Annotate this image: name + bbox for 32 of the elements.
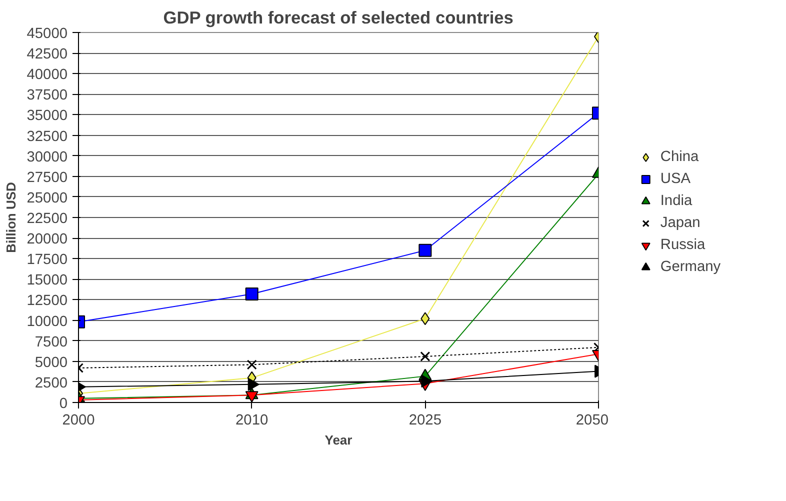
y-tick-label: 27500 [26,170,68,186]
legend-label: China [660,149,699,165]
y-tick-label: 5000 [34,354,68,371]
y-tick-label: 12500 [26,293,68,310]
legend-label: Russia [660,237,706,253]
y-tick-label: 40000 [26,67,68,84]
legend-label: Germany [660,259,721,275]
y-axis-title: Billion USD [4,182,19,253]
x-tick-label: 2025 [408,412,442,428]
y-tick-label: 2500 [34,375,68,392]
y-tick-label: 25000 [26,190,68,206]
x-tick-label: 2000 [62,412,95,428]
y-tick-label: 15000 [26,272,68,289]
x-tick-label: 2050 [576,412,609,428]
x-axis-title: Year [324,432,352,448]
y-tick-label: 7500 [34,334,68,350]
y-tick-label: 37500 [26,88,68,104]
legend-label: Japan [660,215,700,231]
y-tick-label: 10000 [26,314,68,330]
legend-label: USA [660,171,690,187]
y-tick-label: 20000 [26,232,68,248]
legend-label: India [660,193,692,209]
y-tick-label: 42500 [26,46,68,63]
y-tick-label: 0 [59,396,68,412]
x-tick-label: 2010 [236,412,268,428]
y-tick-label: 22500 [26,211,68,227]
y-tick-label: 35000 [26,108,68,124]
y-tick-label: 45000 [26,26,68,42]
y-tick-label: 30000 [26,149,68,166]
y-tick-label: 32500 [26,128,68,145]
chart-title: GDP growth forecast of selected countries [163,8,514,28]
y-tick-label: 17500 [26,252,68,268]
